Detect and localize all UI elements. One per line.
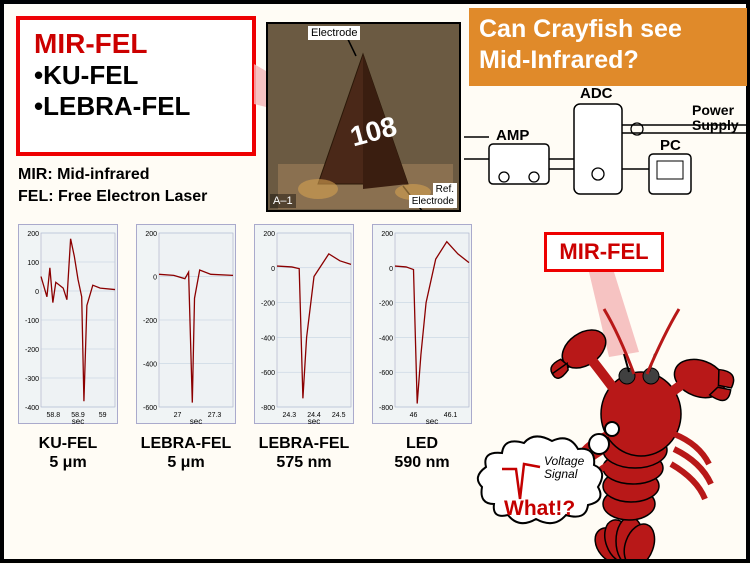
chart-3: 200 0 -200 -400 -600 -800 46 46.1 sec — [372, 224, 472, 424]
chart-caption-1: LEBRA-FEL5 μm — [136, 434, 236, 472]
svg-text:24.5: 24.5 — [332, 412, 346, 419]
mirfel-main-box: MIR-FEL •KU-FEL •LEBRA-FEL — [16, 16, 256, 156]
svg-text:-200: -200 — [143, 318, 157, 325]
svg-text:-400: -400 — [143, 362, 157, 369]
amp-label: AMP — [496, 127, 529, 144]
mirfel-item-0: •KU-FEL — [34, 60, 238, 91]
svg-text:0: 0 — [389, 266, 393, 273]
svg-text:-800: -800 — [261, 405, 275, 412]
svg-text:46: 46 — [410, 412, 418, 419]
svg-text:sec: sec — [308, 417, 320, 425]
pc-label: PC — [660, 137, 681, 154]
svg-text:-200: -200 — [261, 301, 275, 308]
svg-text:-600: -600 — [143, 405, 157, 412]
svg-text:sec: sec — [190, 417, 202, 425]
mirfel-title: MIR-FEL — [34, 28, 238, 60]
svg-text:0: 0 — [153, 275, 157, 282]
svg-text:100: 100 — [27, 260, 39, 267]
ref-label2: Electrode — [409, 195, 457, 208]
photo-id: A–1 — [270, 194, 296, 208]
svg-text:200: 200 — [145, 231, 157, 238]
svg-text:24.3: 24.3 — [283, 412, 297, 419]
chart-1: 200 0 -200 -400 -600 27 27.3 sec — [136, 224, 236, 424]
specimen-photo: 108 Electrode Ref. Electrode A–1 — [266, 22, 461, 212]
svg-text:0: 0 — [271, 266, 275, 273]
svg-text:27.3: 27.3 — [208, 412, 222, 419]
svg-text:200: 200 — [381, 231, 393, 238]
chart-caption-3: LED590 nm — [372, 434, 472, 472]
svg-text:-600: -600 — [379, 370, 393, 377]
chart-caption-2: LEBRA-FEL575 nm — [254, 434, 354, 472]
electrode-label: Electrode — [308, 26, 360, 40]
svg-text:27: 27 — [174, 412, 182, 419]
adc-label: ADC — [580, 85, 613, 102]
svg-text:-300: -300 — [25, 376, 39, 383]
svg-text:sec: sec — [426, 417, 438, 425]
question-line2: Mid-Infrared? — [479, 45, 737, 76]
question-box: Can Crayfish see Mid-Infrared? — [469, 8, 747, 86]
svg-text:sec: sec — [72, 417, 84, 425]
abbrev-mir: MIR: Mid-infrared — [18, 164, 207, 186]
svg-text:-200: -200 — [379, 301, 393, 308]
svg-text:-200: -200 — [25, 347, 39, 354]
mirfel-item-1: •LEBRA-FEL — [34, 91, 238, 122]
svg-text:-400: -400 — [379, 335, 393, 342]
svg-text:200: 200 — [27, 231, 39, 238]
abbrev-fel: FEL: Free Electron Laser — [18, 186, 207, 208]
thought-bubble: Voltage Signal What!? — [474, 409, 639, 554]
chart-caption-0: KU-FEL5 μm — [18, 434, 118, 472]
svg-text:58.8: 58.8 — [47, 412, 61, 419]
svg-text:59: 59 — [99, 412, 107, 419]
svg-text:-800: -800 — [379, 405, 393, 412]
svg-text:200: 200 — [263, 231, 275, 238]
svg-text:-600: -600 — [261, 370, 275, 377]
svg-text:0: 0 — [35, 289, 39, 296]
schematic: AMP ADC PC PowerSupply — [464, 89, 749, 224]
svg-text:-400: -400 — [261, 335, 275, 342]
voltage-label: Voltage Signal — [544, 455, 584, 481]
chart-0: 2001000-100-200-300-40058.858.959sec — [18, 224, 118, 424]
bubble-text: What!? — [504, 497, 575, 521]
svg-text:-400: -400 — [25, 405, 39, 412]
mirfel-small-box: MIR-FEL — [544, 232, 664, 272]
power-label: PowerSupply — [692, 103, 739, 134]
svg-text:-100: -100 — [25, 318, 39, 325]
chart-2: 2000-200-400-600-80024.324.424.5sec — [254, 224, 354, 424]
svg-text:46.1: 46.1 — [444, 412, 458, 419]
abbreviations: MIR: Mid-infrared FEL: Free Electron Las… — [18, 164, 207, 209]
question-line1: Can Crayfish see — [479, 14, 737, 45]
